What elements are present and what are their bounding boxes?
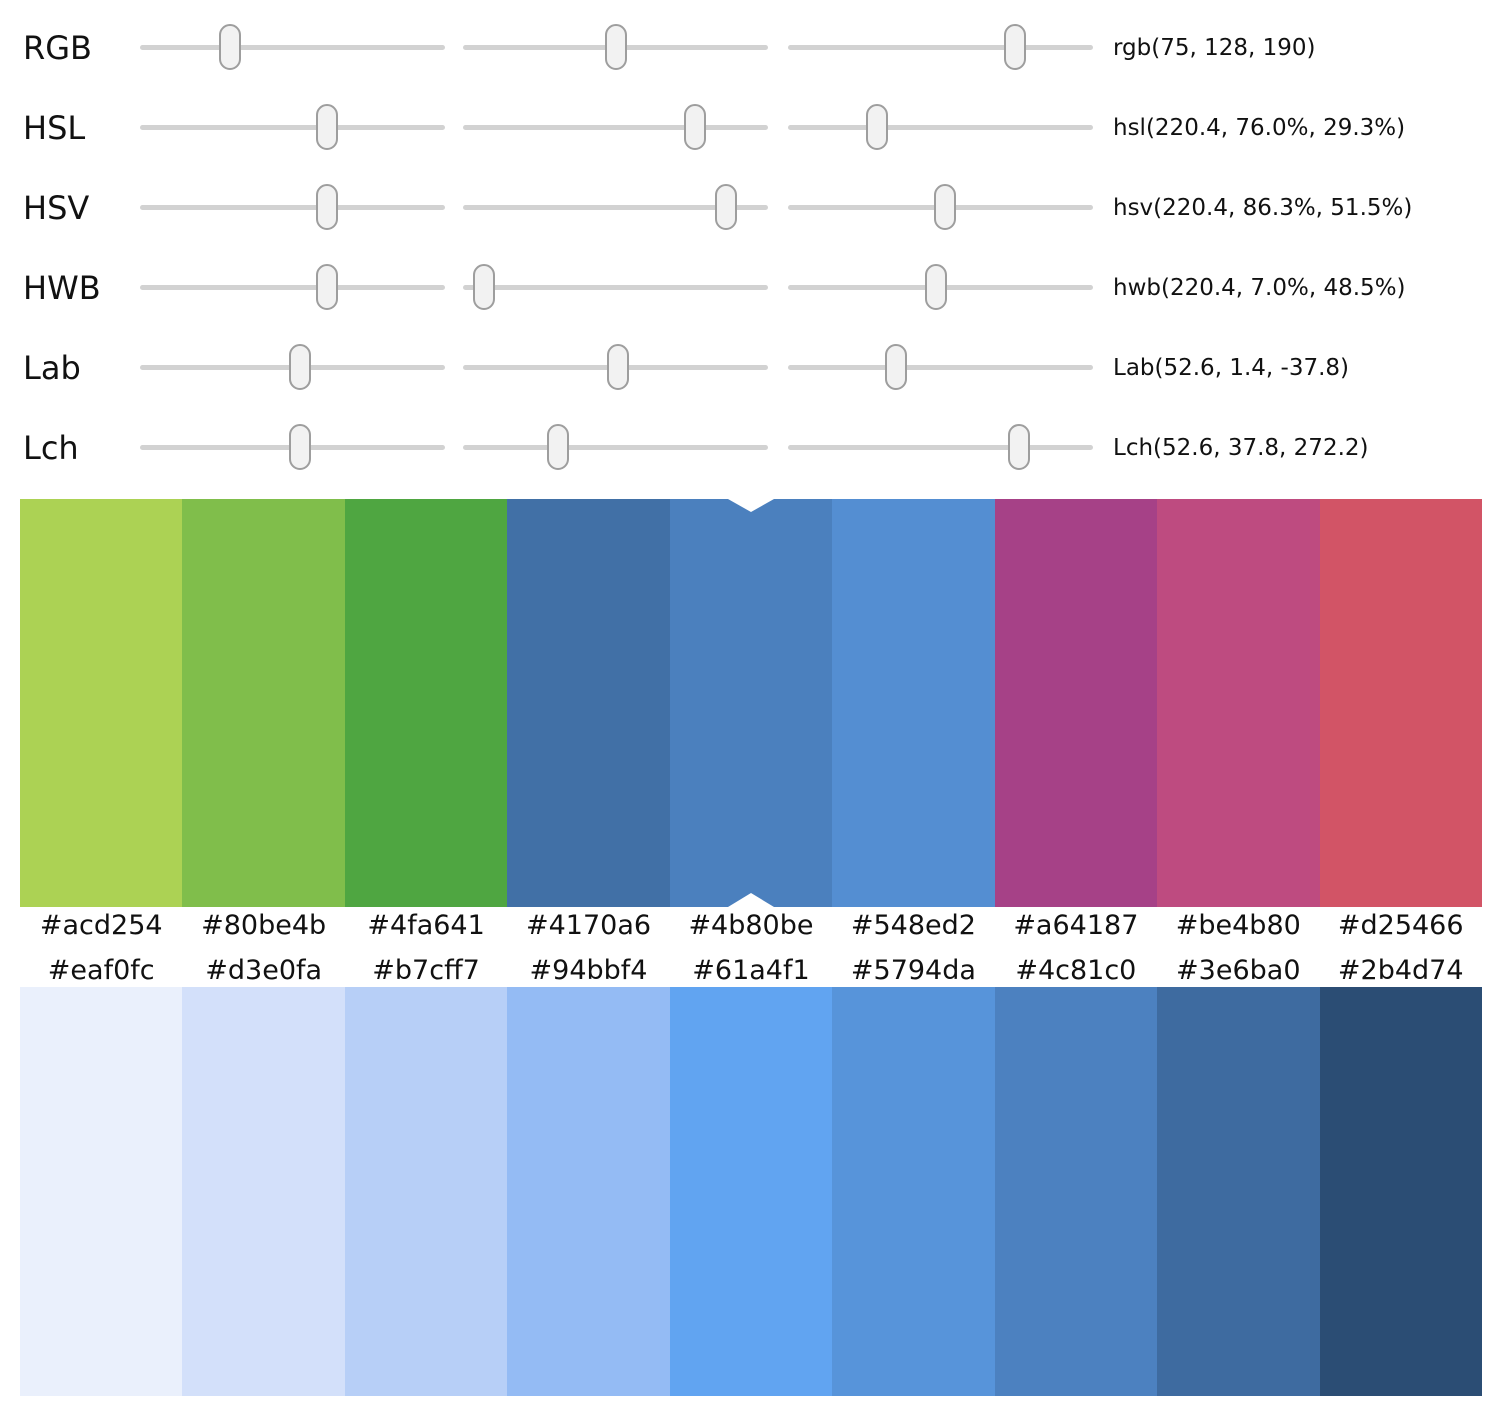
hue-palette <box>20 499 1482 907</box>
slider-value-text: Lch(52.6, 37.8, 272.2) <box>1113 435 1369 461</box>
palette-swatch[interactable] <box>507 987 670 1396</box>
lightness-palette <box>20 987 1482 1396</box>
palette-swatch[interactable] <box>832 987 995 1396</box>
slider-track[interactable] <box>463 184 768 230</box>
slider-value-text: rgb(75, 128, 190) <box>1113 35 1316 61</box>
palette-swatch[interactable] <box>1157 499 1320 907</box>
slider-row-label: Lch <box>23 429 79 467</box>
slider-row-label: RGB <box>23 29 92 67</box>
palette-swatch[interactable] <box>344 499 508 907</box>
slider-value-text: Lab(52.6, 1.4, -37.8) <box>1113 355 1349 381</box>
slider-track[interactable] <box>140 24 445 70</box>
slider-panel: RGB rgb(75, 128, 190) HSL hsl(220.4, 76.0%,… <box>0 8 1501 488</box>
slider-thumb[interactable] <box>1007 424 1030 470</box>
hex-label: #4170a6 <box>526 910 652 941</box>
hex-label: #61a4f1 <box>692 955 810 986</box>
hex-label: #4b80be <box>688 910 814 941</box>
slider-thumb[interactable] <box>683 104 706 150</box>
hex-label: #acd254 <box>39 910 163 941</box>
slider-track[interactable] <box>788 424 1093 470</box>
hex-label: #b7cff7 <box>372 955 480 986</box>
slider-row-rgb: RGB rgb(75, 128, 190) <box>0 8 1501 88</box>
hex-label: #d25466 <box>1337 910 1464 941</box>
hex-label: #4fa641 <box>367 910 485 941</box>
slider-track[interactable] <box>140 264 445 310</box>
hex-label: #94bbf4 <box>529 955 648 986</box>
slider-track[interactable] <box>140 104 445 150</box>
slider-thumb[interactable] <box>315 184 338 230</box>
hex-label: #3e6ba0 <box>1176 955 1301 986</box>
slider-thumb[interactable] <box>1004 24 1027 70</box>
slider-thumb[interactable] <box>605 24 628 70</box>
slider-track[interactable] <box>788 104 1093 150</box>
slider-row-hsv: HSV hsv(220.4, 86.3%, 51.5%) <box>0 168 1501 248</box>
palette-swatch[interactable] <box>994 987 1158 1396</box>
slider-thumb[interactable] <box>866 104 889 150</box>
palette-swatch[interactable] <box>832 499 995 907</box>
palette-swatch[interactable] <box>669 499 833 907</box>
slider-thumb[interactable] <box>606 344 629 390</box>
slider-row-hwb: HWB hwb(220.4, 7.0%, 48.5%) <box>0 248 1501 328</box>
slider-track[interactable] <box>463 344 768 390</box>
slider-thumb[interactable] <box>715 184 738 230</box>
slider-row-label: HWB <box>23 269 101 307</box>
slider-track[interactable] <box>463 104 768 150</box>
slider-track[interactable] <box>140 424 445 470</box>
hex-label: #548ed2 <box>850 910 976 941</box>
slider-track[interactable] <box>788 184 1093 230</box>
slider-track[interactable] <box>788 264 1093 310</box>
slider-track[interactable] <box>463 24 768 70</box>
palette-swatch[interactable] <box>344 987 508 1396</box>
slider-thumb[interactable] <box>315 264 338 310</box>
slider-thumb[interactable] <box>315 104 338 150</box>
slider-thumb[interactable] <box>934 184 957 230</box>
slider-thumb[interactable] <box>473 264 496 310</box>
slider-value-text: hsl(220.4, 76.0%, 29.3%) <box>1113 115 1406 141</box>
palette-swatch[interactable] <box>182 987 345 1396</box>
slider-row-hsl: HSL hsl(220.4, 76.0%, 29.3%) <box>0 88 1501 168</box>
slider-thumb[interactable] <box>218 24 241 70</box>
hex-label: #4c81c0 <box>1015 955 1137 986</box>
palette-swatch[interactable] <box>1319 987 1482 1396</box>
slider-thumb[interactable] <box>289 344 312 390</box>
slider-row-label: HSV <box>23 189 90 227</box>
lightness-hex-labels: #eaf0fc #d3e0fa #b7cff7 #94bbf4 #61a4f1 #5794… <box>20 955 1482 987</box>
selected-swatch-marker-bottom <box>727 893 774 907</box>
hex-label: #be4b80 <box>1175 910 1301 941</box>
slider-row-label: HSL <box>23 109 86 147</box>
slider-value-text: hwb(220.4, 7.0%, 48.5%) <box>1113 275 1406 301</box>
slider-track[interactable] <box>140 344 445 390</box>
palette-swatch[interactable] <box>1319 499 1482 907</box>
slider-thumb[interactable] <box>924 264 947 310</box>
palette-swatch[interactable] <box>669 987 833 1396</box>
hue-hex-labels: #acd254 #80be4b #4fa641 #4170a6 #4b80be #548e… <box>20 910 1482 942</box>
palette-swatch[interactable] <box>507 499 670 907</box>
slider-row-lab: Lab Lab(52.6, 1.4, -37.8) <box>0 328 1501 408</box>
slider-value-text: hsv(220.4, 86.3%, 51.5%) <box>1113 195 1413 221</box>
hex-label: #a64187 <box>1013 910 1139 941</box>
hex-label: #d3e0fa <box>205 955 323 986</box>
palette-swatch[interactable] <box>182 499 345 907</box>
slider-track[interactable] <box>463 424 768 470</box>
slider-track[interactable] <box>463 264 768 310</box>
hex-label: #2b4d74 <box>1337 955 1464 986</box>
slider-thumb[interactable] <box>289 424 312 470</box>
slider-track[interactable] <box>788 24 1093 70</box>
slider-row-lch: Lch Lch(52.6, 37.8, 272.2) <box>0 408 1501 488</box>
palette-swatch[interactable] <box>1157 987 1320 1396</box>
palette-swatch[interactable] <box>20 987 183 1396</box>
hex-label: #eaf0fc <box>47 955 155 986</box>
palette-swatch[interactable] <box>20 499 183 907</box>
slider-track[interactable] <box>788 344 1093 390</box>
hex-label: #5794da <box>850 955 976 986</box>
slider-row-label: Lab <box>23 349 81 387</box>
slider-thumb[interactable] <box>884 344 907 390</box>
selected-swatch-marker-top <box>727 499 774 512</box>
slider-thumb[interactable] <box>546 424 569 470</box>
hex-label: #80be4b <box>201 910 327 941</box>
palette-swatch[interactable] <box>994 499 1158 907</box>
slider-track[interactable] <box>140 184 445 230</box>
